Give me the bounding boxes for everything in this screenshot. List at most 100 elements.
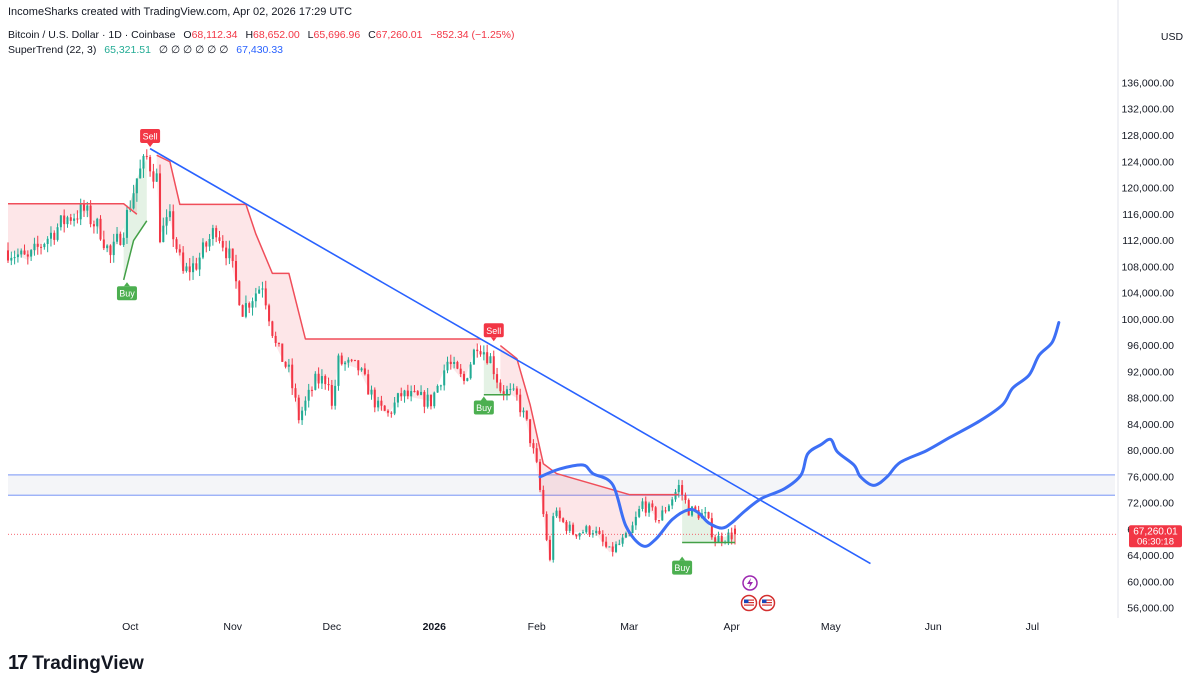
descending-trendline[interactable]	[149, 147, 871, 565]
candle[interactable]	[79, 198, 82, 226]
candle[interactable]	[674, 488, 677, 502]
candle[interactable]	[525, 410, 528, 421]
candle[interactable]	[198, 252, 201, 277]
candle[interactable]	[294, 383, 297, 402]
candle[interactable]	[608, 546, 611, 548]
candle[interactable]	[641, 498, 644, 512]
candle[interactable]	[456, 360, 459, 370]
candle[interactable]	[69, 213, 72, 225]
candle[interactable]	[624, 531, 627, 538]
candle[interactable]	[23, 244, 26, 255]
candle[interactable]	[20, 248, 23, 258]
candle[interactable]	[730, 527, 733, 545]
candle[interactable]	[201, 238, 204, 260]
buy-signal[interactable]: Buy	[672, 556, 693, 575]
candle[interactable]	[225, 240, 228, 266]
supertrend-down-line[interactable]	[499, 344, 679, 496]
candle[interactable]	[562, 517, 565, 524]
candle[interactable]	[386, 409, 390, 417]
candle[interactable]	[532, 439, 535, 454]
candle[interactable]	[687, 498, 690, 516]
candle[interactable]	[614, 541, 618, 554]
candle[interactable]	[667, 503, 670, 512]
candle[interactable]	[344, 360, 347, 371]
candle[interactable]	[16, 248, 19, 263]
candle[interactable]	[684, 492, 687, 504]
candle[interactable]	[621, 534, 624, 547]
candle[interactable]	[380, 395, 383, 411]
candle[interactable]	[489, 353, 492, 364]
candle[interactable]	[459, 363, 462, 378]
candle[interactable]	[234, 254, 238, 289]
candle[interactable]	[281, 343, 284, 362]
candle[interactable]	[122, 232, 125, 247]
candle[interactable]	[466, 377, 469, 382]
candle[interactable]	[310, 386, 314, 397]
candle[interactable]	[631, 521, 634, 534]
candle[interactable]	[178, 244, 181, 256]
candle[interactable]	[443, 364, 446, 391]
candle[interactable]	[251, 297, 254, 316]
candle[interactable]	[261, 281, 264, 298]
candle[interactable]	[657, 519, 661, 524]
candle[interactable]	[10, 251, 13, 266]
candle[interactable]	[420, 385, 423, 396]
candle[interactable]	[271, 320, 274, 339]
candle[interactable]	[6, 242, 10, 264]
candle[interactable]	[59, 215, 62, 231]
candle[interactable]	[284, 361, 287, 369]
candle[interactable]	[400, 387, 403, 401]
candle[interactable]	[158, 164, 162, 244]
candle[interactable]	[43, 242, 46, 250]
candle[interactable]	[188, 258, 191, 281]
candle[interactable]	[340, 352, 343, 366]
candle[interactable]	[33, 237, 36, 256]
candle[interactable]	[135, 178, 138, 202]
candle[interactable]	[218, 230, 221, 244]
candle[interactable]	[30, 249, 33, 261]
candle[interactable]	[231, 248, 234, 268]
candle[interactable]	[529, 419, 532, 447]
candle[interactable]	[155, 168, 158, 182]
candle[interactable]	[535, 443, 538, 464]
candle[interactable]	[66, 215, 69, 228]
candle[interactable]	[644, 496, 647, 517]
candle[interactable]	[337, 353, 340, 391]
candle[interactable]	[244, 295, 247, 319]
candle[interactable]	[406, 384, 409, 400]
candle[interactable]	[185, 262, 188, 273]
candle[interactable]	[671, 496, 674, 510]
candle[interactable]	[572, 522, 575, 536]
candle[interactable]	[462, 371, 466, 385]
candle[interactable]	[139, 159, 142, 179]
candle[interactable]	[651, 500, 654, 511]
candle[interactable]	[482, 345, 485, 361]
candle[interactable]	[238, 280, 241, 306]
candle[interactable]	[377, 396, 380, 412]
candle[interactable]	[102, 230, 105, 251]
candle[interactable]	[476, 343, 479, 358]
candle[interactable]	[195, 257, 198, 271]
candle[interactable]	[588, 525, 591, 537]
candle[interactable]	[555, 507, 558, 518]
candle[interactable]	[469, 361, 472, 380]
indicator-legend[interactable]: SuperTrend (22, 3) 65,321.51 ∅ ∅ ∅ ∅ ∅ ∅…	[8, 44, 288, 56]
candle[interactable]	[370, 385, 373, 400]
candle[interactable]	[591, 529, 594, 538]
candle[interactable]	[92, 220, 95, 234]
candle[interactable]	[353, 359, 356, 362]
candle[interactable]	[565, 520, 568, 535]
candle[interactable]	[429, 394, 432, 410]
candle[interactable]	[258, 286, 261, 294]
candle[interactable]	[215, 225, 218, 243]
supertrend-up-line[interactable]	[122, 220, 148, 281]
candle[interactable]	[664, 506, 667, 514]
candle[interactable]	[301, 406, 304, 425]
candle[interactable]	[439, 384, 442, 391]
sell-signal[interactable]: Sell	[483, 323, 504, 342]
candle[interactable]	[307, 383, 310, 408]
candle[interactable]	[36, 235, 39, 255]
candle[interactable]	[410, 385, 413, 402]
candle[interactable]	[314, 371, 317, 391]
candle[interactable]	[512, 383, 515, 391]
